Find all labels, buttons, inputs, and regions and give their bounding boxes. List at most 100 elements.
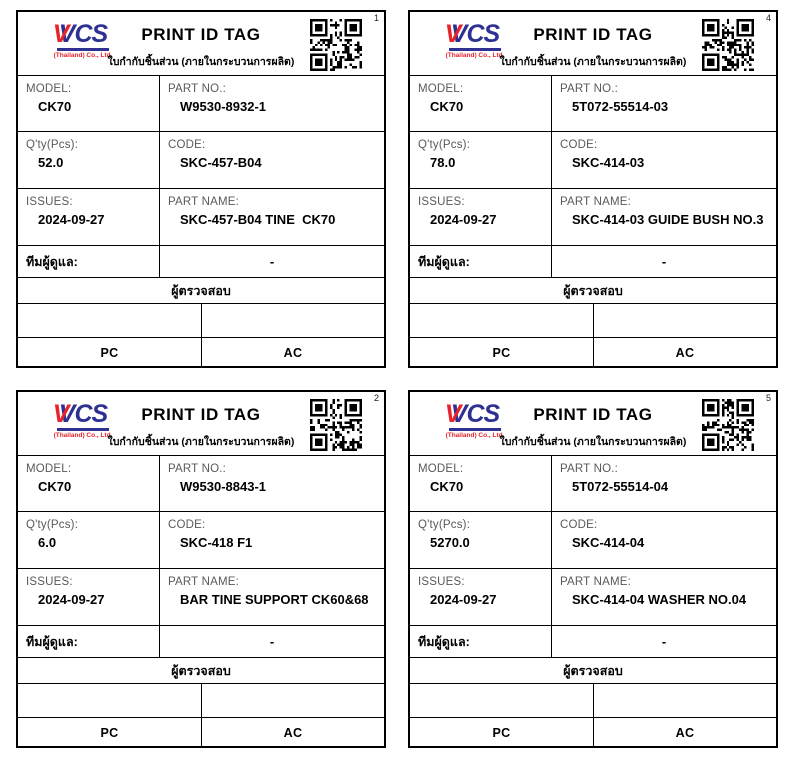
part-name-value: BAR TINE SUPPORT CK60&68	[180, 592, 369, 607]
model-value: CK70	[38, 99, 72, 114]
part-name-cell: PART NAME: SKC-414-03 GUIDE BUSH NO.3	[552, 189, 776, 245]
issues-value: 2024-09-27	[430, 212, 497, 227]
pc-ac-row: PC AC	[18, 718, 384, 748]
qr-code-icon	[702, 399, 754, 451]
part-no-value: W9530-8843-1	[180, 479, 266, 494]
inspector-label: ผู้ตรวจสอบ	[171, 663, 231, 678]
part-no-label: PART NO.:	[560, 463, 619, 475]
issues-label: ISSUES:	[26, 576, 73, 588]
issues-partname-row: ISSUES: 2024-09-27 PART NAME: SKC-414-04…	[410, 569, 776, 626]
code-cell: CODE: SKC-414-04	[552, 512, 776, 568]
code-cell: CODE: SKC-418 F1	[160, 512, 384, 568]
model-label: MODEL:	[26, 83, 72, 95]
caretaker-row: ทีมผู้ดูแล: -	[410, 626, 776, 658]
pc-label-cell: PC	[410, 338, 594, 368]
issues-partname-row: ISSUES: 2024-09-27 PART NAME: SKC-414-03…	[410, 189, 776, 246]
vcs-logo: V VCS (Thailand) Co., Ltd.	[432, 20, 518, 60]
caretaker-value-cell: -	[552, 246, 776, 277]
model-partno-row: MODEL: CK70 PART NO.: W9530-8932-1	[18, 76, 384, 132]
pc-signature-cell	[410, 304, 594, 337]
code-label: CODE:	[560, 139, 598, 151]
caretaker-value: -	[269, 634, 275, 649]
ac-label: AC	[283, 726, 303, 740]
qty-label: Q'ty(Pcs):	[418, 139, 471, 151]
pc-label-cell: PC	[18, 718, 202, 748]
part-name-cell: PART NAME: SKC-414-04 WASHER NO.04	[552, 569, 776, 625]
vcs-logo: V VCS (Thailand) Co., Ltd.	[432, 402, 518, 440]
vcs-logo-wordmark: V VCS	[445, 402, 502, 431]
qty-code-row: Q'ty(Pcs): 52.0 CODE: SKC-457-B04	[18, 132, 384, 189]
part-name-value: SKC-414-03 GUIDE BUSH NO.3	[572, 212, 764, 227]
qty-label: Q'ty(Pcs):	[26, 139, 79, 151]
qr-code-icon	[310, 399, 362, 451]
issues-label: ISSUES:	[26, 196, 73, 208]
pc-ac-row: PC AC	[18, 338, 384, 368]
tag-sequence-number: 5	[765, 393, 771, 403]
caretaker-label: ทีมผู้ดูแล:	[418, 634, 470, 649]
part-no-cell: PART NO.: W9530-8843-1	[160, 456, 384, 511]
qty-cell: Q'ty(Pcs): 52.0	[18, 132, 160, 188]
pc-label: PC	[492, 726, 511, 740]
signature-row	[18, 684, 384, 718]
ac-signature-cell	[202, 304, 384, 337]
part-name-value: SKC-414-04 WASHER NO.04	[572, 592, 747, 607]
vcs-logo-accent: V	[52, 400, 70, 428]
vcs-logo-subtext: (Thailand) Co., Ltd.	[445, 432, 505, 439]
part-no-cell: PART NO.: 5T072-55514-04	[552, 456, 776, 511]
ac-label-cell: AC	[594, 338, 776, 368]
tag-subtitle-thai: ใบกำกับชิ้นส่วน (ภายในกระบวนการผลิต)	[107, 56, 295, 68]
qty-value: 5270.0	[430, 535, 470, 550]
tag-subtitle-thai: ใบกำกับชิ้นส่วน (ภายในกระบวนการผลิต)	[499, 56, 687, 68]
vcs-logo-subtext: (Thailand) Co., Ltd.	[53, 432, 113, 439]
caretaker-row: ทีมผู้ดูแล: -	[18, 626, 384, 658]
part-name-value: SKC-457-B04 TINE CK70	[180, 212, 336, 227]
print-id-tag-card: V VCS (Thailand) Co., Ltd. PRINT ID TAG ใ…	[16, 390, 386, 748]
print-id-tag-card: V VCS (Thailand) Co., Ltd. PRINT ID TAG ใ…	[408, 10, 778, 368]
part-no-cell: PART NO.: 5T072-55514-03	[552, 76, 776, 131]
vcs-logo-wordmark: V VCS	[53, 400, 110, 431]
inspector-label: ผู้ตรวจสอบ	[171, 283, 231, 298]
qty-label: Q'ty(Pcs):	[26, 519, 79, 531]
model-label: MODEL:	[418, 463, 464, 475]
pc-label: PC	[492, 346, 511, 360]
ac-signature-cell	[202, 684, 384, 717]
issues-partname-row: ISSUES: 2024-09-27 PART NAME: BAR TINE S…	[18, 569, 384, 626]
part-name-label: PART NAME:	[168, 196, 240, 208]
qty-label: Q'ty(Pcs):	[418, 519, 471, 531]
issues-value: 2024-09-27	[38, 212, 105, 227]
tag-sequence-number: 2	[373, 393, 379, 403]
pc-signature-cell	[410, 684, 594, 717]
caretaker-row: ทีมผู้ดูแล: -	[410, 246, 776, 278]
vcs-logo-letters: VCS	[58, 20, 108, 48]
issues-cell: ISSUES: 2024-09-27	[410, 569, 552, 625]
model-partno-row: MODEL: CK70 PART NO.: 5T072-55514-04	[410, 456, 776, 512]
tag-header: V VCS (Thailand) Co., Ltd. PRINT ID TAG ใ…	[410, 12, 776, 76]
part-name-cell: PART NAME: SKC-457-B04 TINE CK70	[160, 189, 384, 245]
tag-subtitle-thai: ใบกำกับชิ้นส่วน (ภายในกระบวนการผลิต)	[107, 436, 295, 448]
issues-label: ISSUES:	[418, 196, 465, 208]
qty-cell: Q'ty(Pcs): 78.0	[410, 132, 552, 188]
vcs-logo-letters: VCS	[58, 400, 108, 428]
code-cell: CODE: SKC-414-03	[552, 132, 776, 188]
caretaker-label-cell: ทีมผู้ดูแล:	[18, 626, 160, 657]
vcs-logo-wordmark: V VCS	[445, 20, 502, 51]
model-value: CK70	[430, 479, 464, 494]
print-id-tag-card: V VCS (Thailand) Co., Ltd. PRINT ID TAG ใ…	[16, 10, 386, 368]
tag-sequence-number: 4	[765, 13, 771, 23]
inspector-row: ผู้ตรวจสอบ	[410, 658, 776, 684]
issues-value: 2024-09-27	[38, 592, 105, 607]
pc-label: PC	[100, 726, 119, 740]
tag-subtitle-thai: ใบกำกับชิ้นส่วน (ภายในกระบวนการผลิต)	[499, 436, 687, 448]
vcs-logo-letters: VCS	[450, 20, 500, 48]
caretaker-label: ทีมผู้ดูแล:	[26, 634, 78, 649]
inspector-row: ผู้ตรวจสอบ	[18, 278, 384, 304]
inspector-row: ผู้ตรวจสอบ	[18, 658, 384, 684]
part-no-value: 5T072-55514-04	[572, 479, 669, 494]
pc-signature-cell	[18, 304, 202, 337]
caretaker-label: ทีมผู้ดูแล:	[418, 254, 470, 269]
part-no-value: W9530-8932-1	[180, 99, 266, 114]
signature-row	[18, 304, 384, 338]
signature-row	[410, 684, 776, 718]
tag-title: PRINT ID TAG	[533, 25, 653, 44]
